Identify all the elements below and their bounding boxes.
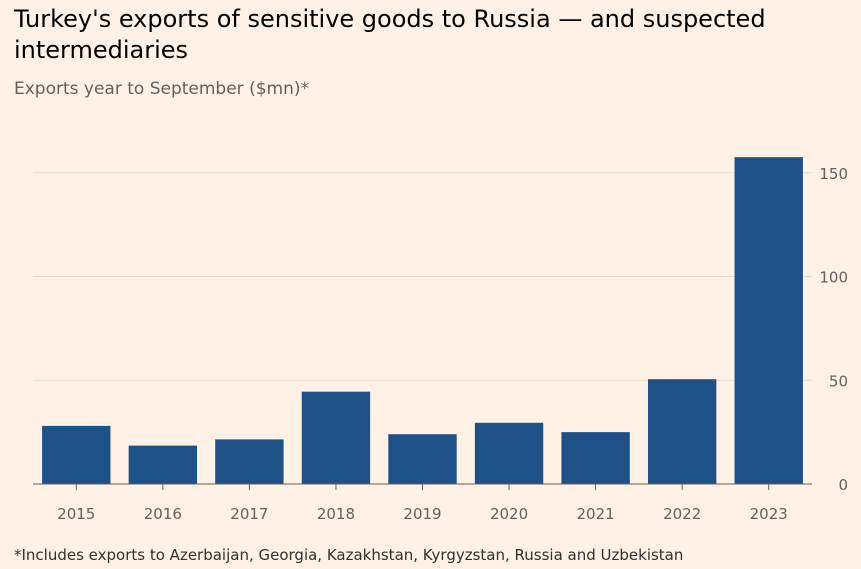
x-tick-label: 2020 bbox=[490, 505, 528, 523]
bar-2022 bbox=[647, 379, 717, 484]
chart-subtitle: Exports year to September ($mn)* bbox=[14, 79, 309, 99]
y-tick-label: 100 bbox=[819, 269, 848, 287]
bar-2021 bbox=[561, 432, 630, 484]
x-tick-label: 2015 bbox=[57, 505, 95, 523]
bars bbox=[42, 157, 803, 484]
x-tick-label: 2021 bbox=[577, 505, 615, 523]
y-axis-ticks: 0 50 100 150 bbox=[819, 165, 848, 494]
x-axis-ticks: 2015 2016 2017 2018 2019 2020 2021 2022 2023 bbox=[57, 484, 788, 523]
gridlines bbox=[33, 172, 812, 381]
bar-2023 bbox=[734, 157, 803, 484]
y-tick-label: 0 bbox=[838, 476, 848, 494]
bar-2017 bbox=[215, 439, 284, 484]
bar-2019 bbox=[388, 434, 457, 484]
x-tick-label: 2018 bbox=[317, 505, 355, 523]
bar-2016 bbox=[128, 445, 198, 484]
x-tick-label: 2022 bbox=[663, 505, 701, 523]
x-tick-label: 2016 bbox=[144, 505, 182, 523]
bar-2020 bbox=[474, 422, 544, 484]
y-tick-label: 50 bbox=[829, 372, 848, 390]
bar-2018 bbox=[301, 391, 371, 484]
chart-title: Turkey's exports of sensitive goods to R… bbox=[14, 5, 766, 64]
bar-2015 bbox=[42, 425, 111, 484]
y-tick-label: 150 bbox=[819, 165, 848, 183]
x-tick-label: 2023 bbox=[750, 505, 788, 523]
x-tick-label: 2019 bbox=[403, 505, 441, 523]
chart-footnote: *Includes exports to Azerbaijan, Georgia… bbox=[14, 546, 684, 564]
x-tick-label: 2017 bbox=[230, 505, 268, 523]
